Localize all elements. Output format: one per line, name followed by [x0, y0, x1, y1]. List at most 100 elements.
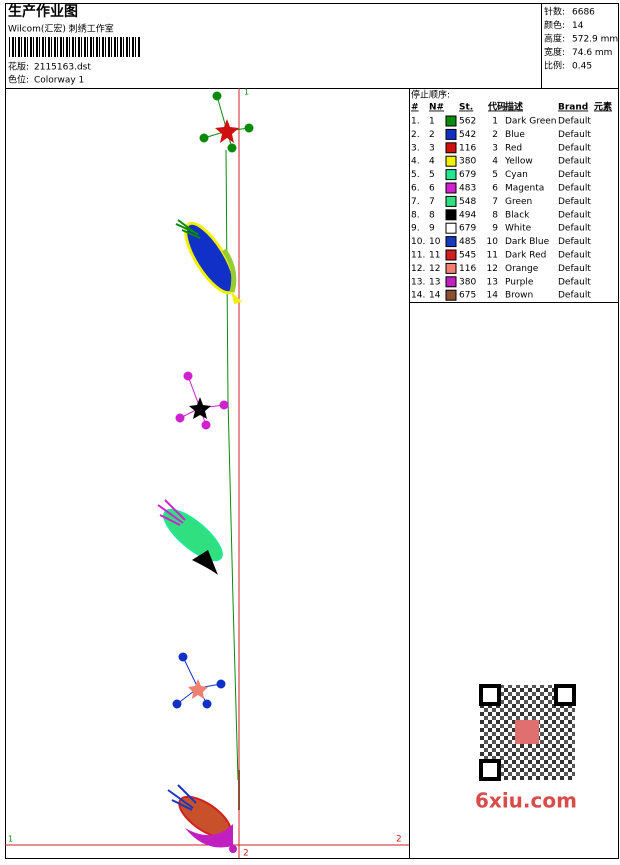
cell-index: 9. — [411, 224, 420, 234]
barcode — [8, 37, 140, 57]
cell-brand: Default — [558, 210, 591, 220]
cell-stitches: 679 — [459, 170, 476, 180]
cell-index: 10. — [411, 237, 425, 247]
column-header: 描述 — [505, 101, 523, 113]
stat-value: 6686 — [572, 8, 595, 18]
color-swatch — [445, 169, 457, 181]
cell-code: 8 — [492, 210, 498, 220]
cell-code: 9 — [492, 224, 498, 234]
stat-value: 572.9 mm — [572, 35, 618, 45]
cell-brand: Default — [558, 224, 591, 234]
color-swatch — [445, 195, 457, 207]
axis-label: 1 — [244, 88, 249, 97]
cell-stitches: 116 — [459, 143, 476, 153]
cell-brand: Default — [558, 184, 591, 194]
stat-label: 针数: — [544, 6, 565, 18]
cell-index: 5. — [411, 170, 420, 180]
cell-needle: 10 — [429, 237, 441, 247]
cell-code: 5 — [492, 170, 498, 180]
cell-brand: Default — [558, 264, 591, 274]
cell-description: Green — [505, 197, 532, 207]
stat-label: 比例: — [544, 60, 565, 72]
cell-code: 14 — [487, 291, 499, 301]
cell-needle: 3 — [429, 143, 435, 153]
cell-description: Dark Blue — [505, 237, 550, 247]
stat-label: 宽度: — [544, 46, 565, 58]
cell-stitches: 485 — [459, 237, 476, 247]
column-header: Brand — [558, 103, 588, 113]
cell-needle: 8 — [429, 210, 435, 220]
color-swatch — [445, 236, 457, 248]
cell-index: 2. — [411, 130, 420, 140]
cell-brand: Default — [558, 251, 591, 261]
cell-code: 10 — [487, 237, 499, 247]
cell-brand: Default — [558, 291, 591, 301]
cell-brand: Default — [558, 157, 591, 167]
cell-description: Dark Green — [505, 117, 556, 127]
cell-needle: 1 — [429, 117, 435, 127]
column-header: 元素 — [594, 101, 612, 113]
column-header: 代码 — [487, 101, 506, 113]
watermark: 6xiu.com — [475, 789, 577, 813]
cell-stitches: 675 — [459, 291, 476, 301]
stat-value: 0.45 — [572, 62, 592, 72]
cell-index: 12. — [411, 264, 425, 274]
design-area: 1 2 1 2 — [5, 88, 409, 859]
cell-code: 12 — [487, 264, 498, 274]
cell-code: 3 — [492, 143, 498, 153]
cell-needle: 4 — [429, 157, 435, 167]
cell-brand: Default — [558, 117, 591, 127]
cell-brand: Default — [558, 170, 591, 180]
company: Wilcom(汇宏) 刺绣工作室 — [8, 23, 114, 35]
cell-needle: 12 — [429, 264, 440, 274]
cell-description: White — [505, 224, 532, 234]
title: 生产作业图 — [8, 3, 78, 20]
cell-brand: Default — [558, 237, 591, 247]
axis-label: 2 — [396, 835, 402, 845]
cell-code: 7 — [492, 197, 498, 207]
cell-stitches: 380 — [459, 157, 476, 167]
cell-brand: Default — [558, 277, 591, 287]
cell-needle: 6 — [429, 184, 435, 194]
stat-value: 14 — [572, 21, 584, 31]
cell-description: Blue — [505, 130, 525, 140]
frame — [5, 3, 619, 859]
cell-description: Brown — [505, 291, 533, 301]
cell-description: Yellow — [504, 157, 533, 167]
column-header: N# — [429, 103, 444, 113]
stats: 针数: 6686 颜色: 14 高度: 572.9 mm 宽度: 74.6 mm 比例: 0.45 — [544, 6, 618, 72]
cell-needle: 9 — [429, 224, 435, 234]
stat-value: 74.6 mm — [572, 48, 612, 58]
cell-stitches: 562 — [459, 117, 476, 127]
cell-needle: 2 — [429, 130, 435, 140]
cell-needle: 11 — [429, 251, 440, 261]
cell-description: Purple — [505, 277, 534, 287]
cell-index: 4. — [411, 157, 420, 167]
color-swatch — [445, 249, 457, 261]
stat-label: 颜色: — [544, 19, 565, 31]
color-swatch — [445, 289, 457, 301]
cell-brand: Default — [558, 197, 591, 207]
color-swatch — [445, 142, 457, 154]
cell-needle: 13 — [429, 277, 440, 287]
axis-label: 1 — [8, 835, 13, 844]
cell-stitches: 545 — [459, 251, 476, 261]
colorway-label: 色位: — [8, 74, 29, 86]
cell-index: 1. — [411, 117, 420, 127]
cell-index: 13. — [411, 277, 425, 287]
cell-code: 4 — [492, 157, 498, 167]
stop-title: 停止顺序: — [411, 89, 450, 101]
qr-code — [479, 684, 576, 781]
color-swatch — [445, 128, 457, 140]
design: 2115163.dst — [34, 63, 91, 73]
column-header: # — [411, 103, 419, 113]
cell-code: 11 — [487, 251, 498, 261]
cell-needle: 7 — [429, 197, 435, 207]
cell-stitches: 116 — [459, 264, 476, 274]
cell-description: Cyan — [505, 170, 528, 180]
cell-index: 8. — [411, 210, 420, 220]
color-swatch — [445, 222, 457, 234]
cell-description: Magenta — [505, 184, 544, 194]
